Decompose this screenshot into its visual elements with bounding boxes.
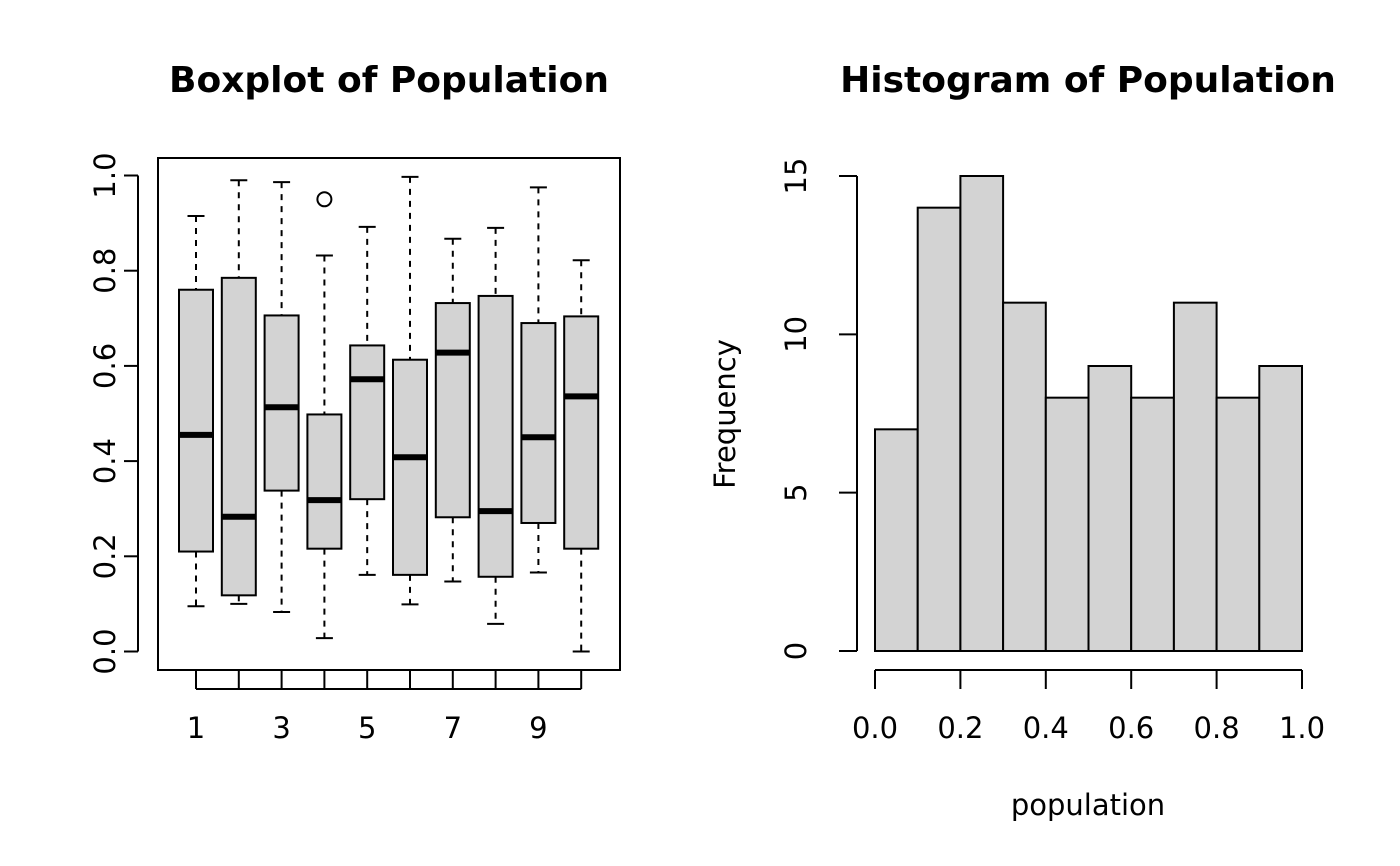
histogram-bar [1258, 365, 1304, 652]
boxplot-x-tick-label: 9 [529, 711, 547, 745]
boxplot-groups [178, 175, 600, 653]
histogram-panel: Histogram of Population Frequency popula… [708, 60, 1336, 822]
boxplot-y-tick-label: 0.8 [88, 248, 122, 294]
histogram-y-tick-label: 0 [779, 642, 813, 660]
histogram-bar [1002, 301, 1047, 652]
box-iqr [434, 302, 471, 519]
histogram-x-label: population [1011, 788, 1165, 822]
box-iqr [520, 322, 557, 524]
boxplot-title: Boxplot of Population [169, 60, 609, 101]
boxplot-frame [157, 157, 621, 671]
histogram-bar [874, 428, 919, 653]
box-group-5 [349, 225, 386, 576]
histogram-x-tick-label: 0.0 [852, 711, 898, 745]
histogram-y-tick-label: 10 [779, 316, 813, 353]
boxplot-y-tick-label: 0.4 [88, 438, 122, 484]
histogram-bar [959, 175, 1005, 652]
box-outlier [316, 191, 333, 208]
box-group-9 [520, 186, 557, 574]
box-iqr [477, 294, 514, 578]
histogram-bars [874, 175, 1304, 653]
box-iqr [349, 344, 386, 501]
box-group-2 [220, 179, 257, 605]
box-iqr [392, 358, 428, 576]
histogram-x-tick-label: 0.6 [1108, 711, 1154, 745]
boxplot-y-tick-label: 1.0 [88, 152, 122, 198]
boxplot-x-tick-label: 1 [187, 711, 205, 745]
histogram-x-axis: 0.0 0.2 0.4 0.6 0.8 1.0 [852, 669, 1325, 745]
histogram-x-tick-label: 0.8 [1194, 711, 1240, 745]
box-group-6 [392, 175, 428, 606]
box-iqr [220, 276, 257, 597]
boxplot-x-tick-label: 3 [272, 711, 290, 745]
box-iqr [306, 413, 343, 550]
histogram-y-label: Frequency [708, 339, 742, 489]
histogram-y-axis: 0 5 10 15 [779, 158, 858, 660]
histogram-x-tick-label: 1.0 [1279, 711, 1325, 745]
histogram-y-tick-label: 5 [779, 483, 813, 501]
histogram-bar [1172, 301, 1218, 652]
histogram-bar [1130, 396, 1175, 652]
box-iqr [263, 314, 300, 492]
histogram-bar [1215, 396, 1261, 652]
box-group-8 [477, 226, 514, 625]
box-group-7 [434, 237, 471, 583]
boxplot-x-axis: 1 3 5 7 9 [187, 670, 583, 745]
histogram-bar [1087, 365, 1133, 652]
histogram-bar [916, 206, 962, 653]
box-group-10 [563, 259, 600, 653]
box-iqr [563, 315, 600, 550]
boxplot-y-tick-label: 0.0 [88, 628, 122, 674]
histogram-x-tick-label: 0.4 [1023, 711, 1069, 745]
box-group-1 [178, 214, 214, 608]
box-group-3 [263, 181, 300, 613]
histogram-y-tick-label: 15 [779, 158, 813, 195]
boxplot-x-tick-label: 7 [444, 711, 462, 745]
box-group-4 [306, 191, 343, 640]
boxplot-y-tick-label: 0.6 [88, 343, 122, 389]
boxplot-y-tick-label: 0.2 [88, 533, 122, 579]
histogram-bar [1044, 396, 1090, 652]
histogram-title: Histogram of Population [840, 60, 1336, 101]
histogram-x-tick-label: 0.2 [937, 711, 983, 745]
boxplot-y-axis: 0.0 0.2 0.4 0.6 0.8 1.0 [88, 152, 139, 675]
boxplot-panel: Boxplot of Population 0.0 0.2 0.4 0.6 0.8 1.0… [88, 60, 621, 745]
box-iqr [178, 288, 214, 553]
boxplot-x-tick-label: 5 [358, 711, 376, 745]
